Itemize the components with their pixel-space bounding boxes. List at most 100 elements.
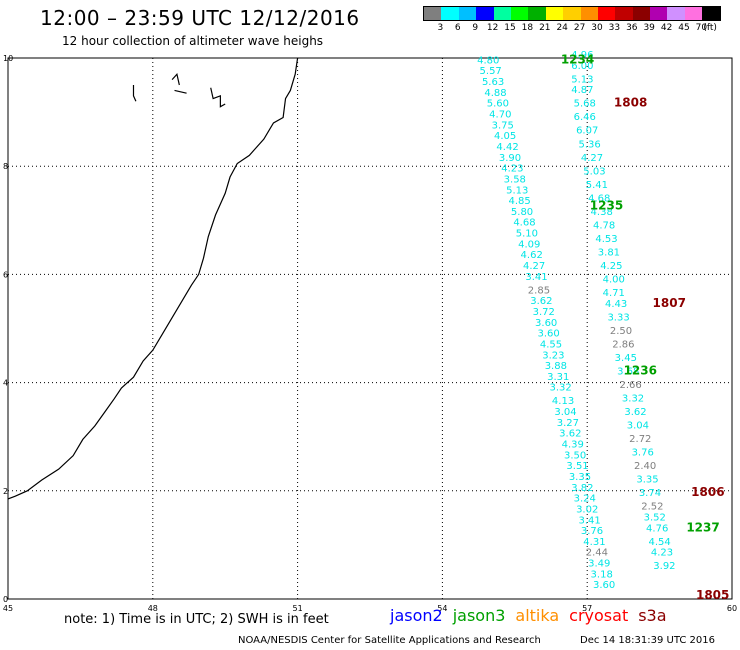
pass-time-label: 1235 — [590, 198, 623, 212]
swh-value: 4.96 — [571, 50, 593, 61]
wave-height-colorbar: 3 6 9 12 15 18 21 24 27 30 33 36 39 42 45 70 (ft) — [423, 6, 721, 35]
swh-value: 2.52 — [641, 502, 663, 513]
colorbar-label: 70 — [695, 23, 708, 33]
swh-value: 6.00 — [571, 61, 593, 72]
swh-value: 3.32 — [550, 383, 572, 394]
swh-value: 3.04 — [627, 421, 649, 432]
swh-value: 5.68 — [574, 99, 596, 110]
colorbar-label: 33 — [608, 23, 621, 33]
swh-value: 3.33 — [607, 312, 629, 323]
swh-value: 3.41 — [525, 272, 547, 283]
colorbar-label: 21 — [539, 23, 551, 33]
swh-value: 3.58 — [504, 174, 526, 185]
swh-value: 4.25 — [600, 261, 622, 272]
colorbar-label: 9 — [472, 23, 479, 33]
swh-value: 4.23 — [651, 548, 673, 559]
swh-value: 2.44 — [586, 548, 608, 559]
colorbar-swatch — [667, 7, 685, 20]
coastline — [7, 57, 299, 500]
swh-value: 4.62 — [521, 250, 543, 261]
swh-value: 2.40 — [634, 461, 656, 472]
swh-value: 3.72 — [533, 307, 555, 318]
swh-value: 4.13 — [552, 396, 574, 407]
swh-value: 4.31 — [583, 537, 605, 548]
colorbar-label: 45 — [678, 23, 690, 33]
swh-value: 5.10 — [516, 229, 538, 240]
swh-value: 4.54 — [648, 537, 670, 548]
colorbar-label: 15 — [504, 23, 516, 33]
pass-time-label: 1236 — [624, 363, 657, 377]
swh-value: 4.71 — [603, 288, 625, 299]
page-title: 12:00 – 23:59 UTC 12/12/2016 — [40, 6, 360, 30]
swh-value: 2.50 — [610, 326, 632, 337]
swh-value: 6.07 — [576, 126, 598, 137]
colorbar-swatch — [424, 7, 442, 20]
colorbar-swatch — [597, 7, 616, 20]
colorbar-swatch — [580, 7, 598, 20]
swh-value: 4.05 — [494, 131, 516, 142]
colorbar-swatch — [458, 7, 477, 20]
swh-value: 5.60 — [487, 99, 509, 110]
swh-value: 4.85 — [508, 196, 530, 207]
swh-value: 3.35 — [636, 475, 658, 486]
swh-value: 6.46 — [574, 112, 596, 123]
colorbar-swatch — [528, 7, 546, 20]
swh-value: 3.32 — [622, 394, 644, 405]
pass-time-label: 1234 — [561, 52, 594, 66]
colorbar-label: 24 — [556, 23, 568, 33]
legend-item-s3a: s3a — [638, 606, 667, 625]
y-tick-label: 10 — [3, 54, 13, 63]
x-tick-label: 48 — [148, 604, 158, 613]
swh-value: 3.24 — [574, 494, 596, 505]
swh-value: 4.70 — [489, 110, 511, 121]
legend-item-jason2: jason2 — [390, 606, 443, 625]
island-outline — [132, 85, 137, 102]
colorbar-cells — [423, 6, 721, 21]
colorbar-swatch — [650, 7, 668, 20]
x-tick-label: 45 — [3, 604, 13, 613]
colorbar-label: (ft) — [703, 23, 717, 33]
island-outline — [210, 87, 226, 108]
swh-value: 3.81 — [598, 247, 620, 258]
colorbar-label: 6 — [454, 23, 461, 33]
colorbar-swatch — [545, 7, 564, 20]
swh-value: 3.76 — [632, 448, 654, 459]
colorbar-labels: 3 6 9 12 15 18 21 24 27 30 33 36 39 42 45 70 (ft) — [423, 21, 721, 35]
swh-value: 4.38 — [591, 207, 613, 218]
colorbar-swatch — [510, 7, 529, 20]
swh-value: 4.42 — [496, 142, 518, 153]
swh-value: 3.62 — [559, 429, 581, 440]
colorbar-swatch — [563, 7, 581, 20]
island-outline — [171, 72, 180, 86]
swh-value: 4.76 — [646, 523, 668, 534]
swh-value: 4.09 — [518, 239, 540, 250]
swh-value: 3.31 — [547, 372, 569, 383]
colorbar-swatch — [476, 7, 494, 20]
swh-value: 4.23 — [501, 164, 523, 175]
swh-value: 3.60 — [537, 329, 559, 340]
y-tick-label: 6 — [3, 270, 8, 279]
swh-value: 4.00 — [603, 275, 625, 286]
swh-value: 3.51 — [566, 461, 588, 472]
swh-value: 3.92 — [653, 561, 675, 572]
y-tick-label: 8 — [3, 162, 8, 171]
x-tick-label: 51 — [293, 604, 303, 613]
swh-value: 2.66 — [620, 380, 642, 391]
x-tick-label: 57 — [582, 604, 592, 613]
colorbar-swatch — [615, 7, 633, 20]
swh-value: 3.18 — [591, 569, 613, 580]
y-tick-label: 2 — [3, 487, 8, 496]
swh-value: 4.68 — [588, 193, 610, 204]
swh-value: 3.49 — [588, 559, 610, 570]
swh-value: 4.88 — [484, 88, 506, 99]
swh-value: 5.63 — [482, 77, 504, 88]
swh-value: 4.43 — [605, 299, 627, 310]
swh-value: 2.72 — [629, 434, 651, 445]
colorbar-label: 12 — [486, 23, 499, 33]
legend-item-altika: altika — [515, 606, 560, 625]
swh-value: 4.27 — [581, 153, 603, 164]
swh-value: 4.53 — [595, 234, 617, 245]
pass-time-label: 1806 — [691, 485, 724, 499]
colorbar-label: 3 — [437, 23, 444, 33]
